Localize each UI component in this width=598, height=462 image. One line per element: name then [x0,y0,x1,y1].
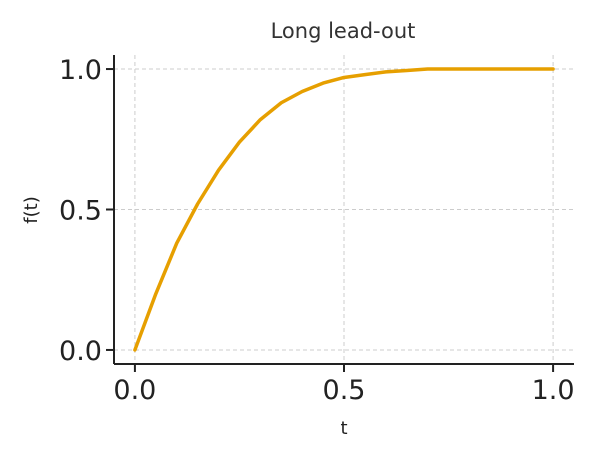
x-axis-ticks: 0.0 0.5 1.0 [113,364,574,406]
y-axis-ticks: 0.0 0.5 1.0 [59,55,114,367]
x-tick-label: 1.0 [532,375,575,406]
x-tick-label: 0.5 [323,375,366,406]
y-tick-label: 0.0 [59,336,102,367]
y-axis-label: f(t) [21,196,42,223]
y-tick-label: 1.0 [59,55,102,86]
x-axis-label: t [340,418,347,439]
grid-lines [114,55,574,364]
chart-title: Long lead-out [271,19,416,43]
x-tick-label: 0.0 [113,375,156,406]
y-tick-label: 0.5 [59,196,102,227]
